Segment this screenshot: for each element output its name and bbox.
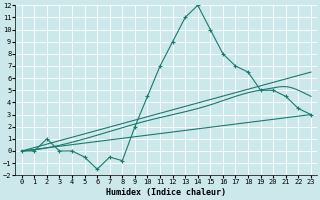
X-axis label: Humidex (Indice chaleur): Humidex (Indice chaleur)	[106, 188, 226, 197]
